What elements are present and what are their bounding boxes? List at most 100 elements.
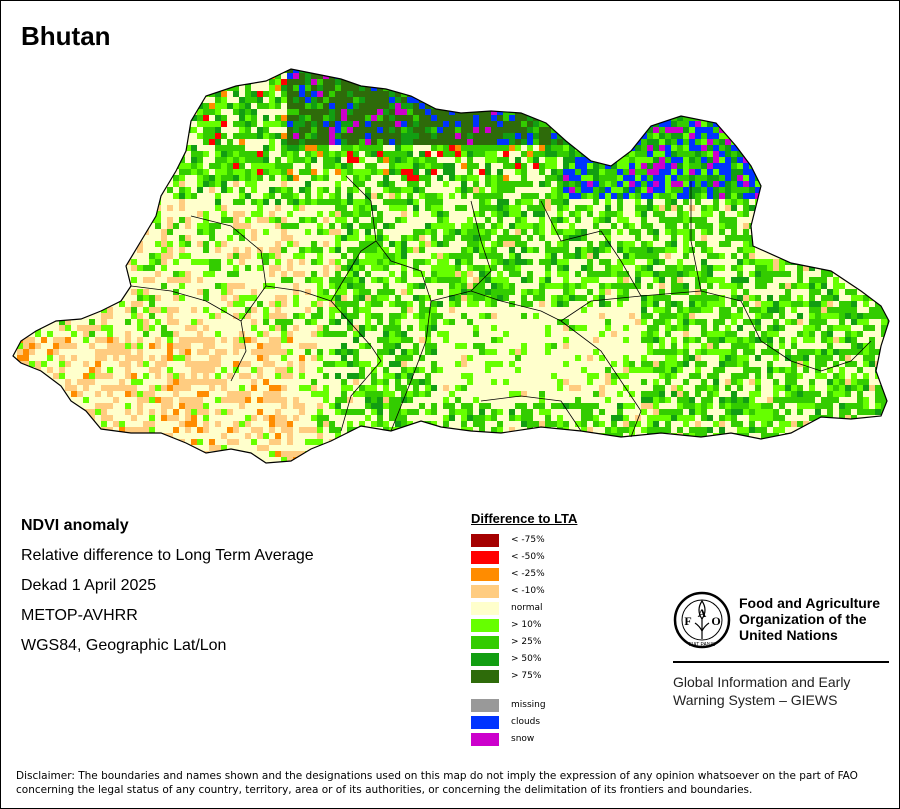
anomaly-pixel	[605, 85, 611, 91]
anomaly-pixel	[797, 97, 803, 103]
anomaly-pixel	[503, 187, 509, 193]
anomaly-pixel	[593, 109, 599, 115]
anomaly-pixel	[77, 127, 83, 133]
anomaly-pixel	[497, 69, 503, 73]
anomaly-pixel	[737, 235, 743, 241]
anomaly-pixel	[479, 271, 485, 277]
anomaly-pixel	[383, 259, 389, 265]
anomaly-pixel	[29, 343, 35, 349]
anomaly-pixel	[419, 109, 425, 115]
anomaly-pixel	[509, 91, 515, 97]
anomaly-pixel	[437, 223, 443, 229]
anomaly-pixel	[443, 85, 449, 91]
anomaly-pixel	[827, 217, 833, 223]
anomaly-pixel	[17, 91, 23, 97]
anomaly-pixel	[341, 109, 347, 115]
anomaly-pixel	[311, 199, 317, 205]
anomaly-pixel	[227, 217, 233, 223]
anomaly-pixel	[695, 217, 701, 223]
anomaly-pixel	[245, 121, 251, 127]
anomaly-pixel	[29, 97, 35, 103]
anomaly-pixel	[713, 331, 719, 337]
anomaly-pixel	[605, 109, 611, 115]
anomaly-pixel	[539, 145, 545, 151]
anomaly-pixel	[53, 235, 59, 241]
anomaly-pixel	[365, 69, 371, 73]
anomaly-pixel	[641, 73, 647, 79]
anomaly-pixel	[743, 163, 749, 169]
anomaly-pixel	[443, 211, 449, 217]
anomaly-pixel	[527, 271, 533, 277]
anomaly-pixel	[683, 217, 689, 223]
anomaly-pixel	[887, 319, 889, 325]
anomaly-pixel	[233, 313, 239, 319]
anomaly-pixel	[359, 343, 365, 349]
anomaly-pixel	[431, 91, 437, 97]
anomaly-pixel	[203, 289, 209, 295]
anomaly-pixel	[605, 259, 611, 265]
anomaly-pixel	[695, 355, 701, 361]
anomaly-pixel	[515, 85, 521, 91]
anomaly-pixel	[821, 229, 827, 235]
anomaly-pixel	[353, 247, 359, 253]
anomaly-pixel	[335, 259, 341, 265]
anomaly-pixel	[707, 163, 713, 169]
anomaly-pixel	[161, 181, 167, 187]
anomaly-pixel	[239, 115, 245, 121]
anomaly-pixel	[479, 193, 485, 199]
anomaly-pixel	[797, 127, 803, 133]
anomaly-pixel	[539, 301, 545, 307]
anomaly-pixel	[827, 85, 833, 91]
anomaly-pixel	[833, 97, 839, 103]
anomaly-pixel	[383, 223, 389, 229]
anomaly-pixel	[485, 361, 491, 367]
anomaly-pixel	[839, 187, 845, 193]
anomaly-pixel	[13, 121, 17, 127]
anomaly-pixel	[95, 301, 101, 307]
anomaly-pixel	[683, 133, 689, 139]
anomaly-pixel	[245, 151, 251, 157]
anomaly-pixel	[761, 349, 767, 355]
anomaly-pixel	[245, 361, 251, 367]
anomaly-pixel	[401, 355, 407, 361]
anomaly-pixel	[845, 307, 851, 313]
anomaly-pixel	[605, 145, 611, 151]
anomaly-pixel	[683, 223, 689, 229]
anomaly-pixel	[293, 325, 299, 331]
anomaly-pixel	[737, 109, 743, 115]
anomaly-pixel	[35, 175, 41, 181]
anomaly-pixel	[353, 97, 359, 103]
anomaly-pixel	[119, 349, 125, 355]
anomaly-pixel	[557, 247, 563, 253]
anomaly-pixel	[641, 79, 647, 85]
anomaly-pixel	[83, 115, 89, 121]
anomaly-pixel	[845, 355, 851, 361]
anomaly-pixel	[725, 187, 731, 193]
anomaly-pixel	[29, 157, 35, 163]
anomaly-pixel	[785, 223, 791, 229]
anomaly-pixel	[713, 349, 719, 355]
anomaly-pixel	[491, 79, 497, 85]
anomaly-pixel	[365, 193, 371, 199]
anomaly-pixel	[497, 295, 503, 301]
anomaly-pixel	[59, 85, 65, 91]
anomaly-pixel	[287, 127, 293, 133]
anomaly-pixel	[485, 163, 491, 169]
anomaly-pixel	[143, 361, 149, 367]
anomaly-pixel	[731, 109, 737, 115]
anomaly-pixel	[161, 235, 167, 241]
anomaly-pixel	[665, 79, 671, 85]
anomaly-pixel	[293, 151, 299, 157]
anomaly-pixel	[173, 69, 179, 73]
anomaly-pixel	[107, 367, 113, 373]
anomaly-pixel	[737, 139, 743, 145]
anomaly-pixel	[473, 151, 479, 157]
anomaly-pixel	[35, 151, 41, 157]
anomaly-pixel	[323, 127, 329, 133]
anomaly-pixel	[821, 205, 827, 211]
anomaly-pixel	[227, 157, 233, 163]
anomaly-pixel	[13, 283, 17, 289]
anomaly-pixel	[839, 73, 845, 79]
anomaly-pixel	[461, 355, 467, 361]
anomaly-pixel	[335, 79, 341, 85]
